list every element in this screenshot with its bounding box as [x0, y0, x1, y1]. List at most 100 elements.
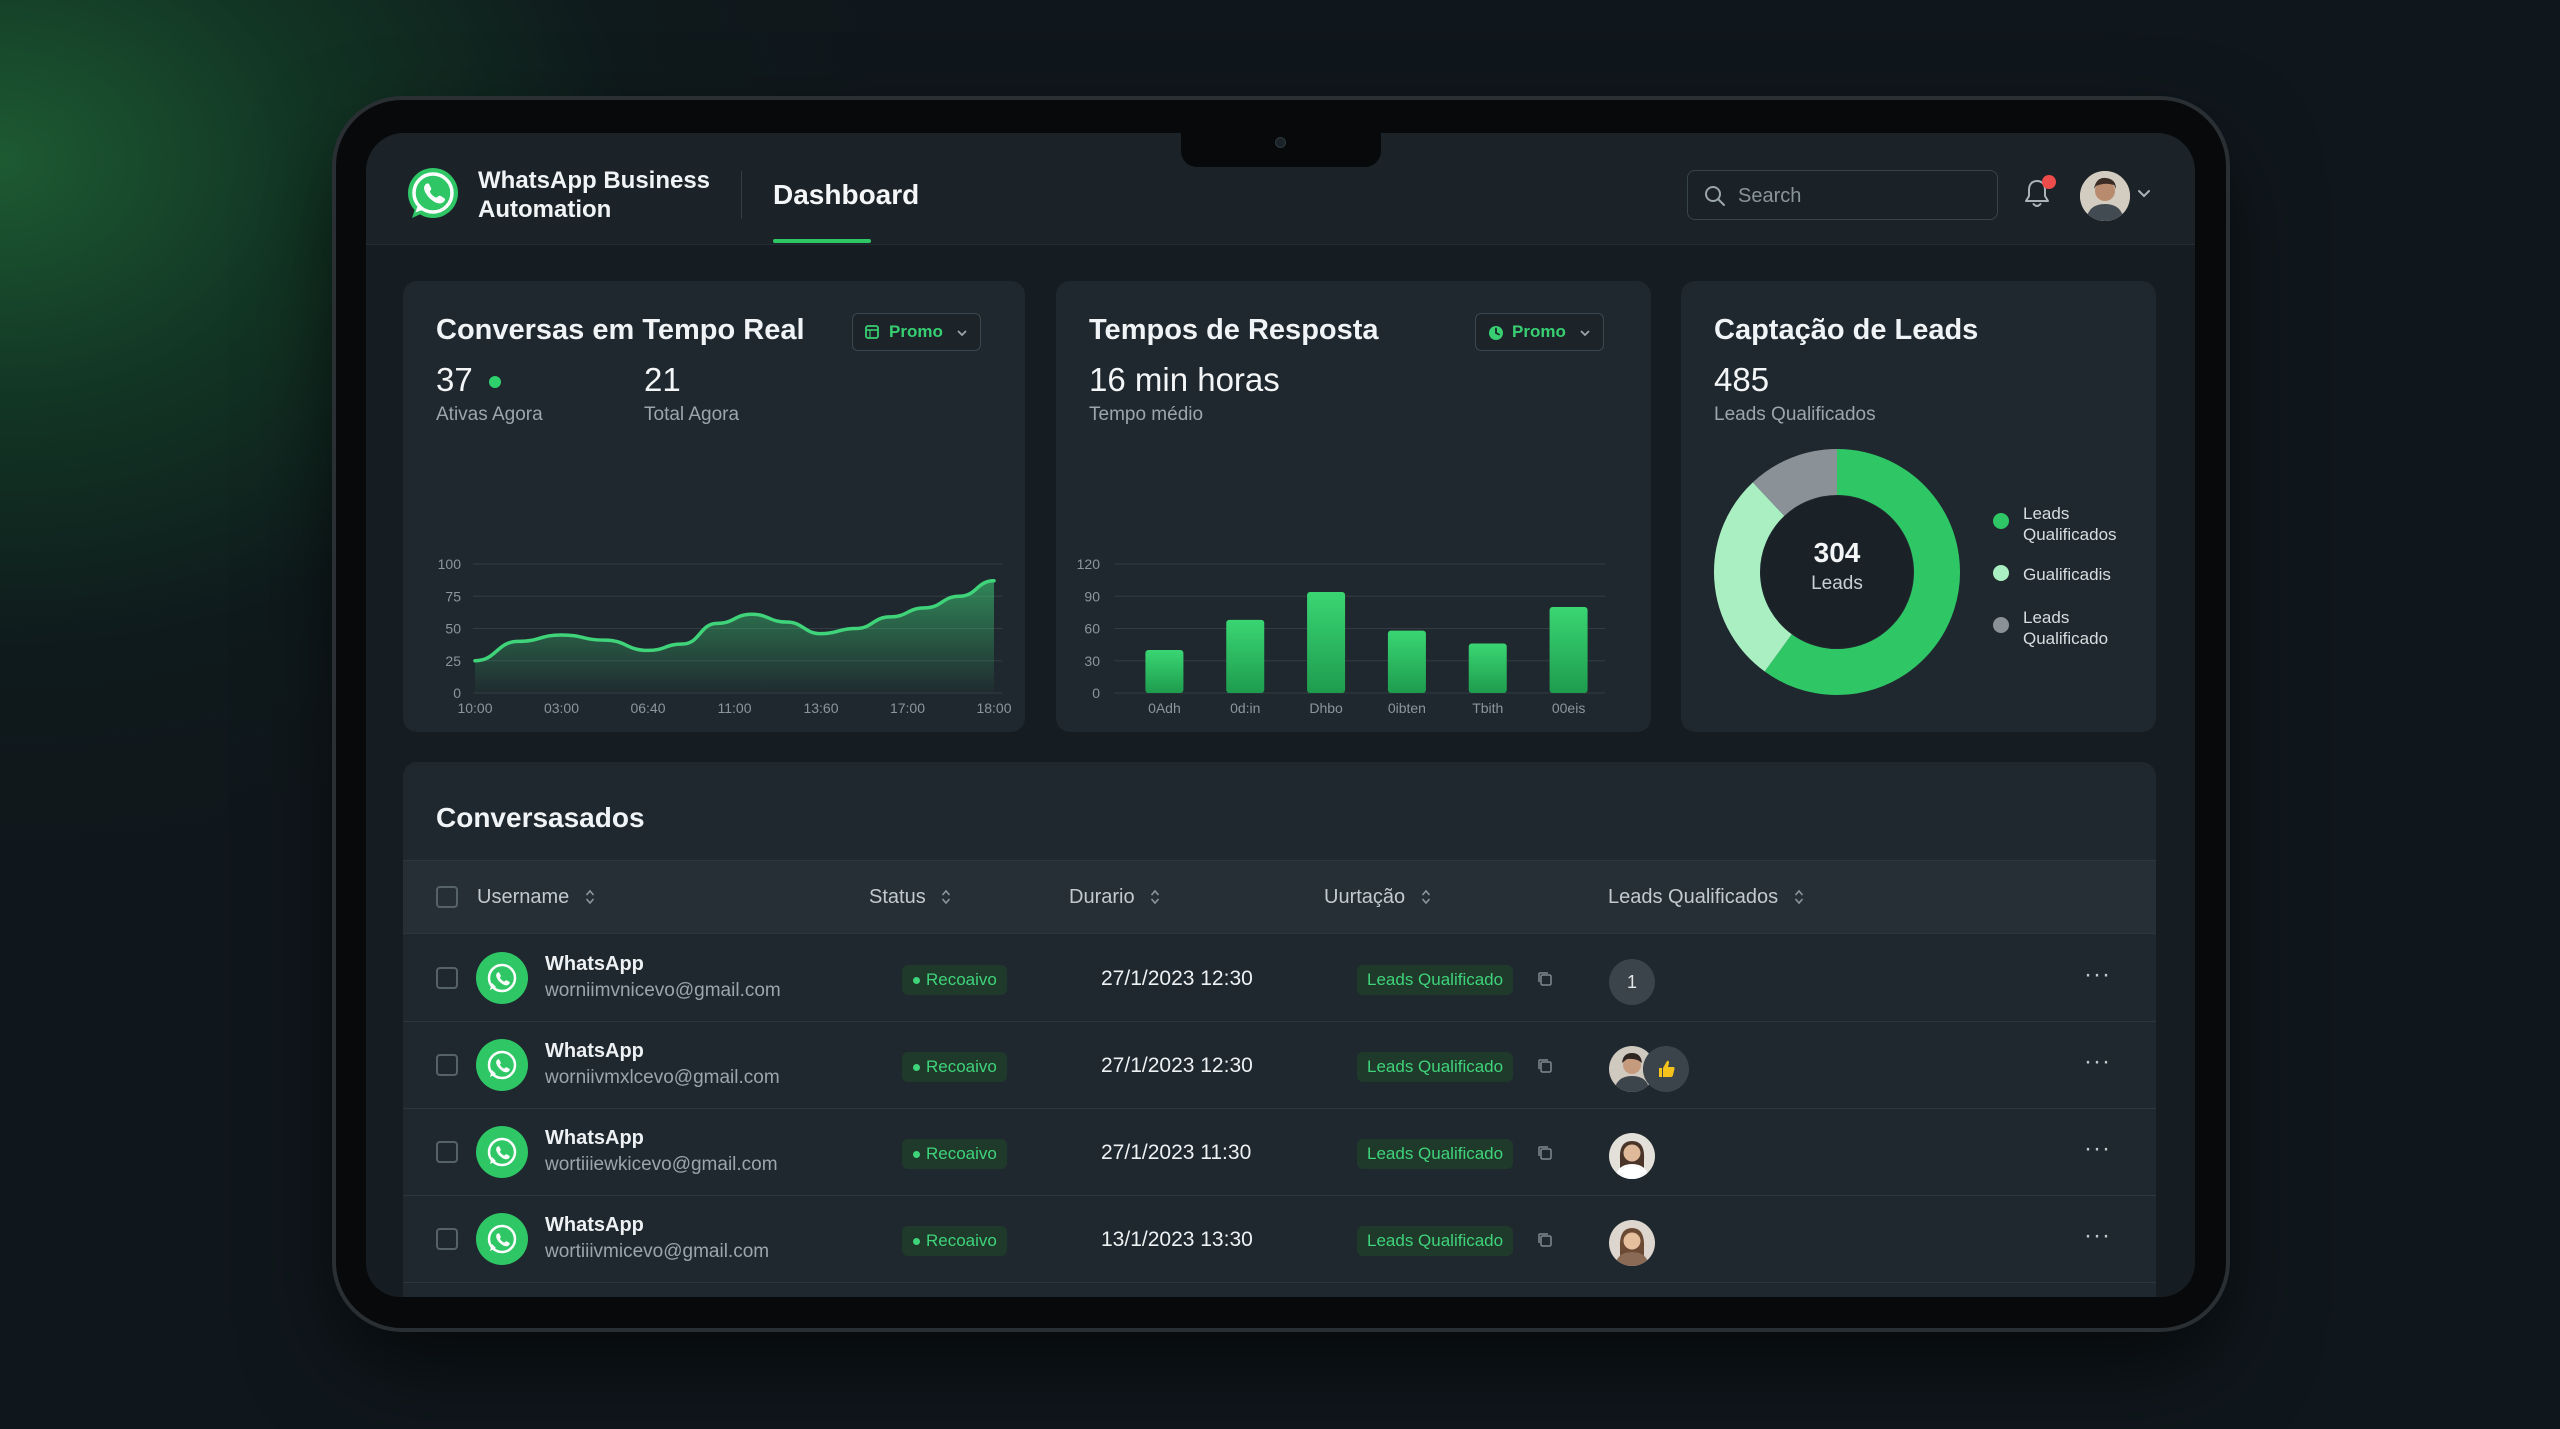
- donut-slice: [1714, 482, 1793, 672]
- response-times-bar-chart: 120 90 60 30 0 0Adh 0d:in Dhbo 0ibten Tbith 00eis: [1077, 556, 1605, 716]
- legend-dot: [1993, 617, 2009, 633]
- donut-center-label: Leads: [1811, 573, 1863, 594]
- sort-icon: [942, 889, 951, 905]
- donut-slice: [1752, 449, 1838, 517]
- leads-total: 485: [1714, 361, 1770, 398]
- column-header-durario[interactable]: Durario: [1069, 886, 1160, 909]
- active-count: 37: [436, 361, 473, 398]
- chevron-down-icon: [956, 329, 967, 336]
- sort-icon: [1794, 889, 1803, 905]
- bar: [1307, 591, 1346, 693]
- x-tick-label: 0Adh: [1148, 700, 1181, 716]
- more-options-icon[interactable]: ···: [2084, 1135, 2111, 1162]
- y-tick-label: 100: [438, 556, 462, 572]
- area-fill: [475, 580, 994, 693]
- column-header-leads[interactable]: Leads Qualificados: [1608, 886, 1804, 909]
- row-date: 27/1/2023 12:30: [1101, 1054, 1253, 1077]
- lead-avatar-woman: [1609, 1133, 1655, 1179]
- card-title: Tempos de Resposta: [1089, 314, 1379, 346]
- promo-filter-dropdown[interactable]: Promo: [852, 313, 981, 351]
- y-tick-label: 120: [1077, 556, 1101, 572]
- column-label: Username: [477, 886, 570, 908]
- app-screen: WhatsApp Business Automation Dashboard: [366, 133, 2195, 1297]
- card-title: Captação de Leads: [1714, 314, 1979, 346]
- brand-line-1: WhatsApp Business: [478, 167, 711, 194]
- table-row[interactable]: WhatsApp worniimvnicevo@gmail.com Recoai…: [403, 935, 2156, 1022]
- column-label: Status: [869, 886, 926, 908]
- user-avatar[interactable]: [2080, 171, 2130, 221]
- copy-icon[interactable]: [1537, 1058, 1553, 1074]
- status-badge: Recoaivo: [902, 1139, 1007, 1169]
- column-header-uurtacao[interactable]: Uurtação: [1324, 886, 1431, 909]
- contact-email: worniimvnicevo@gmail.com: [545, 980, 781, 1001]
- table-row[interactable]: WhatsApp wortiiivmicevo@gmail.com Recoai…: [403, 1196, 2156, 1283]
- series-line: [473, 579, 996, 663]
- whatsapp-avatar-icon: [476, 1039, 528, 1091]
- row-date: 27/1/2023 12:30: [1101, 967, 1253, 990]
- y-tick-label: 30: [1084, 653, 1100, 669]
- legend-dot: [1993, 565, 2009, 581]
- sort-icon: [1421, 889, 1430, 905]
- y-tick-label: 60: [1084, 621, 1100, 637]
- row-checkbox[interactable]: [436, 1228, 458, 1250]
- notification-badge: [2042, 175, 2056, 189]
- copy-icon[interactable]: [1537, 1232, 1553, 1248]
- whatsapp-avatar-icon: [476, 1126, 528, 1178]
- more-options-icon[interactable]: ···: [2084, 961, 2111, 988]
- total-label: Total Agora: [644, 404, 740, 425]
- y-tick-label: 75: [445, 588, 461, 604]
- row-date: 13/1/2023 13:30: [1101, 1228, 1253, 1251]
- column-label: Leads Qualificados: [1608, 886, 1779, 908]
- table-row[interactable]: WhatsApp worniivmxlcevo@gmail.com Recoai…: [403, 1022, 2156, 1109]
- copy-icon[interactable]: [1537, 971, 1553, 987]
- response-time-label: Tempo médio: [1089, 404, 1204, 425]
- row-checkbox[interactable]: [436, 967, 458, 989]
- column-label: Uurtação: [1324, 886, 1406, 908]
- leads-card: Captação de Leads 485 Leads Qualificados…: [1681, 281, 2156, 732]
- tab-dashboard[interactable]: Dashboard: [773, 179, 920, 210]
- row-date: 27/1/2023 11:30: [1101, 1141, 1252, 1164]
- column-header-status[interactable]: Status: [869, 886, 951, 909]
- legend-item-3: Leads Qualificado: [2023, 607, 2108, 649]
- promo-filter-dropdown[interactable]: Promo: [1475, 313, 1604, 351]
- x-tick-label: Tbith: [1472, 700, 1503, 716]
- x-tick-label: 06:40: [630, 700, 665, 716]
- row-checkbox[interactable]: [436, 1054, 458, 1076]
- search-box[interactable]: [1687, 170, 1998, 220]
- table-header: Username Status Durario Uurtação Leads Q…: [403, 860, 2156, 934]
- y-tick-label: 0: [453, 685, 461, 701]
- whatsapp-logo-icon: [408, 168, 458, 218]
- conversas-card: Conversas em Tempo Real Promo 37 Ativas …: [403, 281, 1025, 732]
- camera: [1275, 137, 1286, 148]
- sort-icon: [1151, 889, 1160, 905]
- status-badge: Recoaivo: [902, 1226, 1007, 1256]
- search-icon: [1705, 186, 1725, 206]
- user-avatar-image: [2080, 171, 2130, 221]
- calendar-icon: [865, 325, 879, 339]
- bar: [1145, 650, 1184, 693]
- lead-count-chip: 1: [1609, 959, 1655, 1005]
- leads-label: Leads Qualificados: [1714, 404, 1876, 425]
- row-checkbox[interactable]: [436, 1141, 458, 1163]
- lead-badge: Leads Qualificado: [1357, 1139, 1514, 1169]
- filter-label: Promo: [1512, 322, 1566, 341]
- x-tick-label: 17:00: [890, 700, 925, 716]
- status-badge: Recoaivo: [902, 1052, 1007, 1082]
- copy-icon[interactable]: [1537, 1145, 1553, 1161]
- column-header-username[interactable]: Username: [477, 886, 595, 909]
- lead-badge: Leads Qualificado: [1357, 965, 1514, 995]
- more-options-icon[interactable]: ···: [2084, 1048, 2111, 1075]
- contact-name: WhatsApp: [545, 953, 644, 975]
- search-input[interactable]: [1738, 181, 1978, 211]
- donut-hole: [1761, 496, 1913, 648]
- more-options-icon[interactable]: ···: [2084, 1222, 2111, 1249]
- bar: [1468, 643, 1507, 693]
- whatsapp-avatar-icon: [476, 952, 528, 1004]
- table-row[interactable]: WhatsApp wortiiiewkicevo@gmail.com Recoa…: [403, 1109, 2156, 1196]
- tempos-card: Tempos de Resposta Promo 16 min horas Te…: [1056, 281, 1651, 732]
- chevron-down-icon[interactable]: [2137, 189, 2151, 199]
- contact-name: WhatsApp: [545, 1040, 644, 1062]
- select-all-checkbox[interactable]: [436, 886, 458, 908]
- card-title: Conversas em Tempo Real: [436, 314, 805, 346]
- whatsapp-avatar-icon: [476, 1213, 528, 1265]
